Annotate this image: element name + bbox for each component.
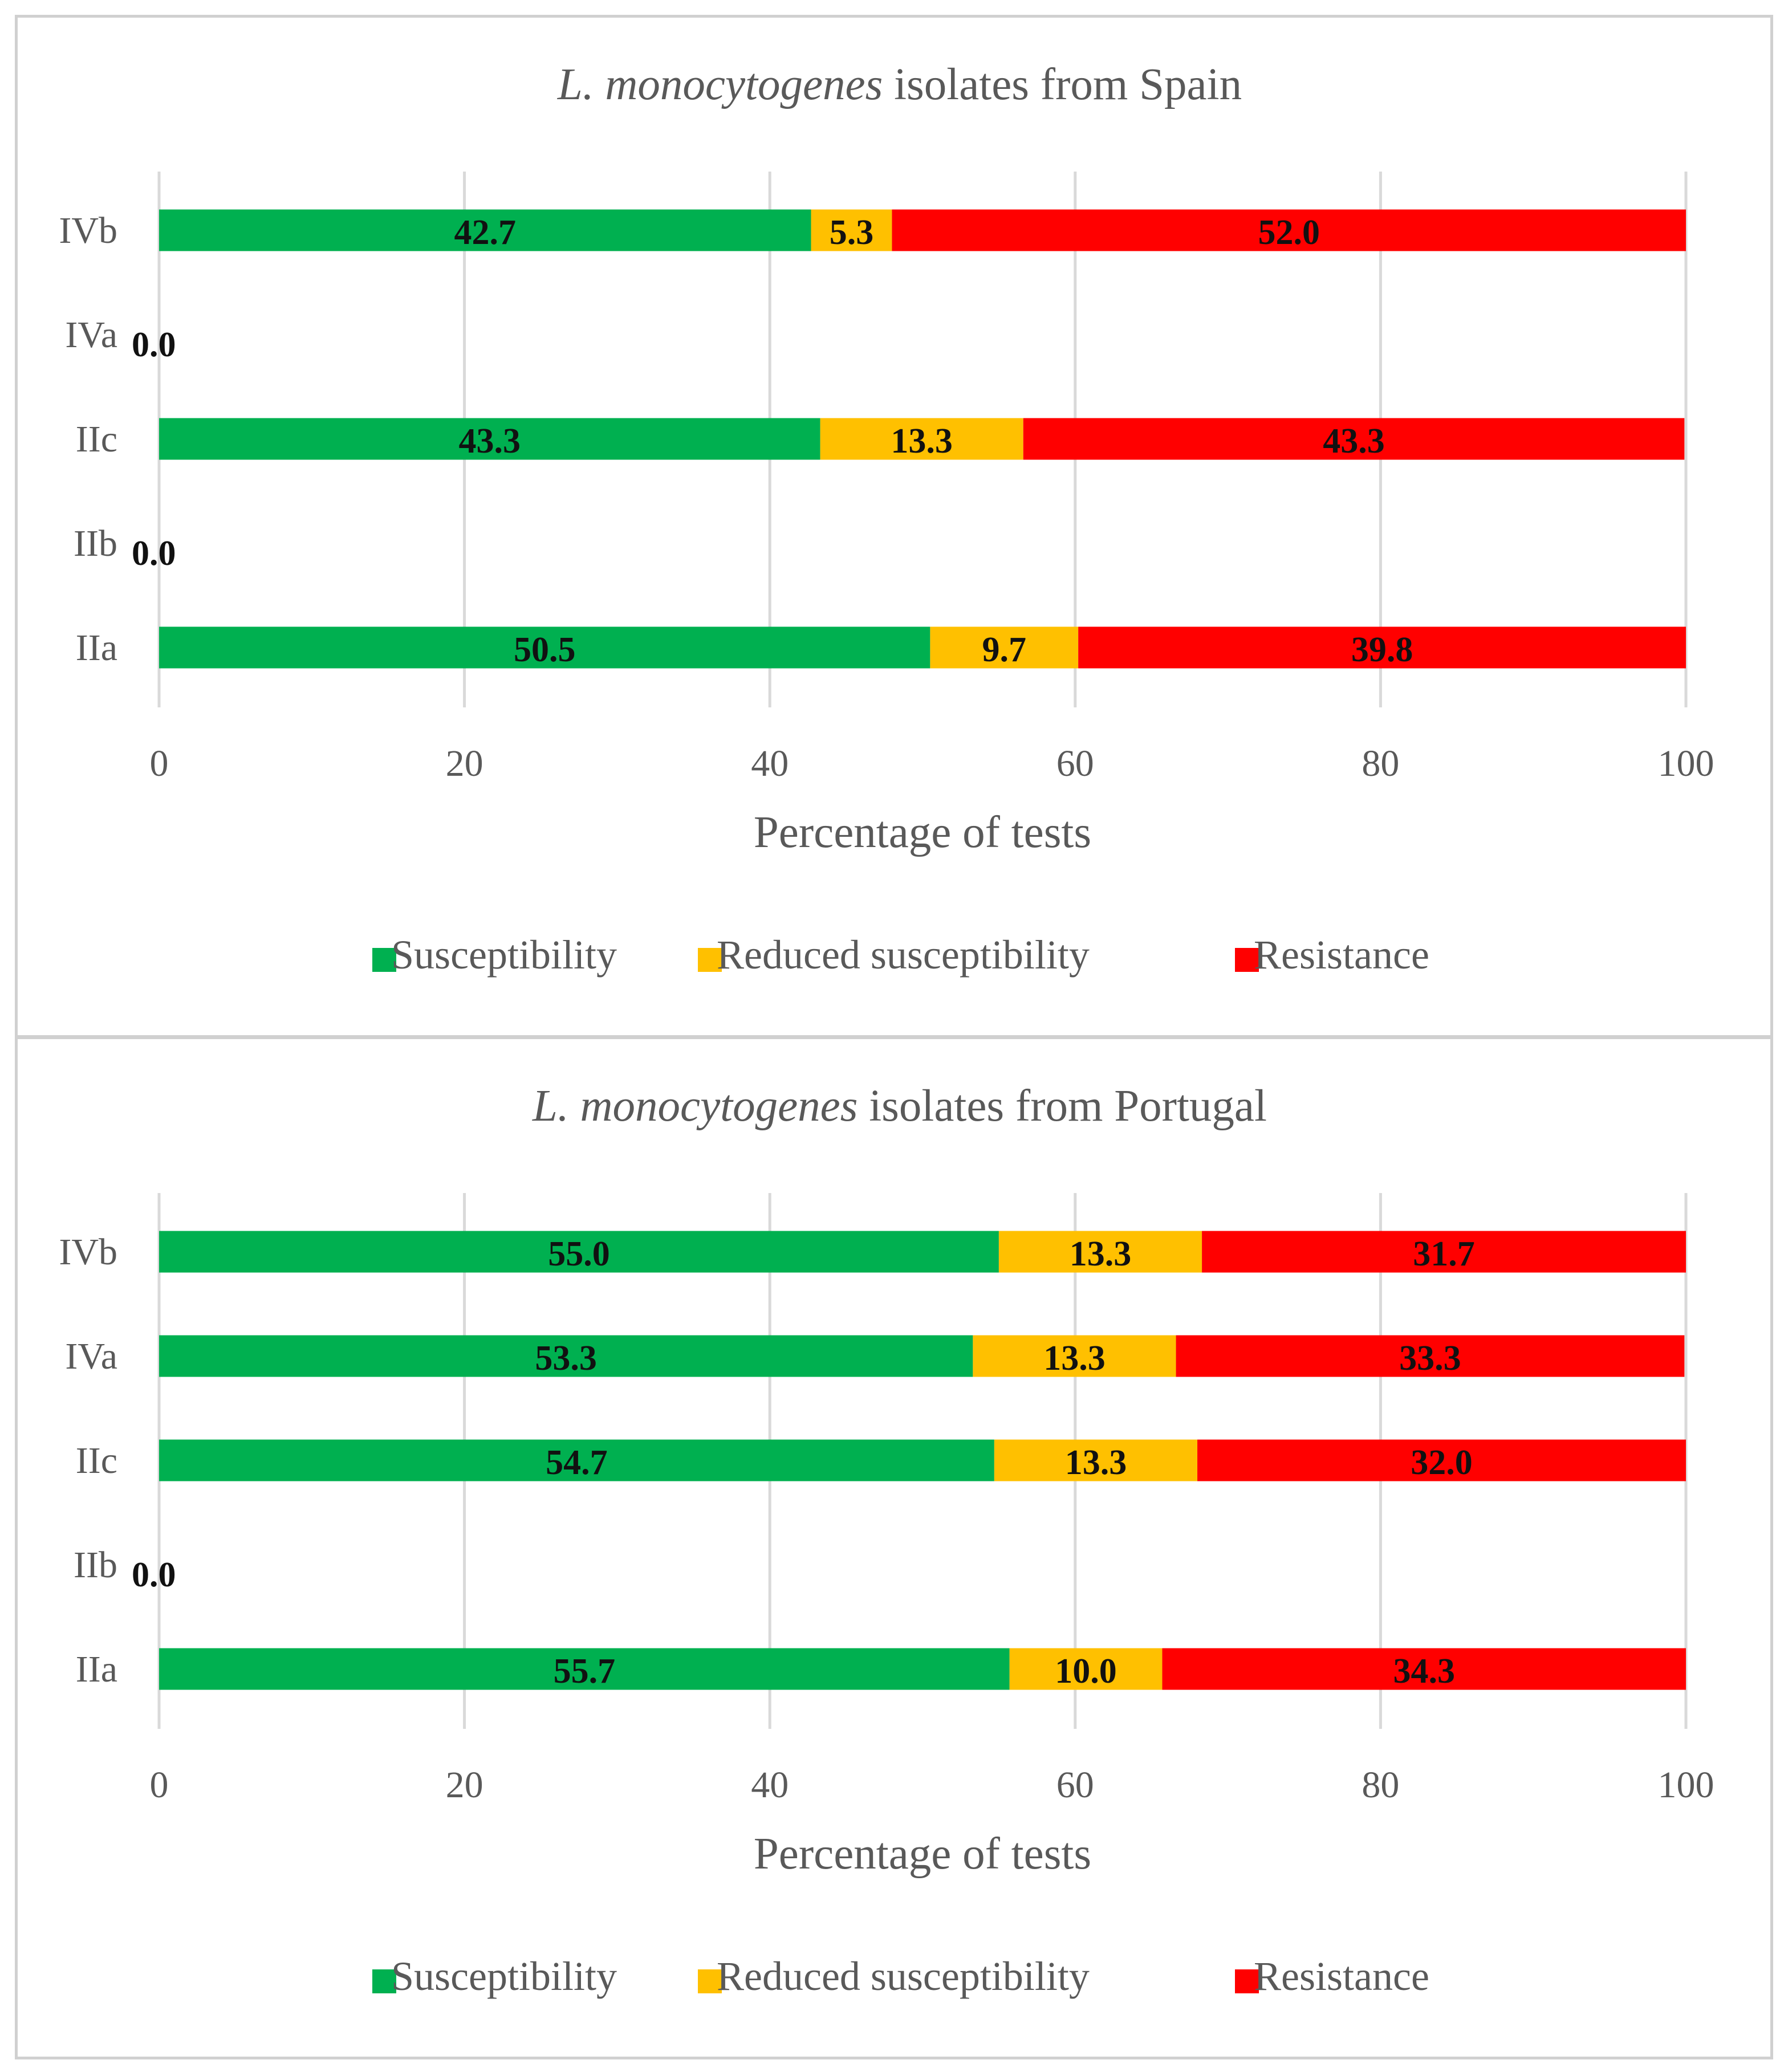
data-label-zero: 0.0 <box>132 325 176 364</box>
bar-susceptibility-ivb <box>159 209 811 251</box>
legend-swatch-resistance <box>1235 1969 1259 1993</box>
legend-swatch-resistance <box>1235 948 1259 972</box>
data-label: 55.7 <box>554 1652 616 1691</box>
y-tick-label-iib: IIb <box>74 523 117 564</box>
x-axis-label: Percentage of tests <box>754 1829 1091 1879</box>
chart-title: L. monocytogenes isolates from Spain <box>557 60 1242 109</box>
bar-resistance-iia <box>1078 626 1686 669</box>
bar-reduced-susceptibility-iic <box>820 418 1023 460</box>
x-tick-label: 20 <box>446 743 483 784</box>
chart-title-italic: L. monocytogenes <box>557 60 883 109</box>
data-label: 31.7 <box>1413 1235 1475 1273</box>
data-label: 9.7 <box>982 630 1027 669</box>
y-tick-label-iic: IIc <box>76 418 117 460</box>
x-tick-label: 60 <box>1056 743 1094 784</box>
bar-susceptibility-iic <box>159 418 820 460</box>
y-tick-label-iia: IIa <box>76 1648 117 1690</box>
x-axis-label: Percentage of tests <box>754 808 1091 857</box>
data-label: 52.0 <box>1258 213 1320 252</box>
x-tick-label: 100 <box>1658 743 1714 784</box>
bar-reduced-susceptibility-iic <box>994 1439 1198 1481</box>
bar-resistance-ivb <box>892 209 1686 251</box>
bar-reduced-susceptibility-iva <box>973 1335 1176 1377</box>
bar-susceptibility-ivb <box>159 1231 999 1273</box>
data-label: 13.3 <box>891 422 953 461</box>
y-tick-label-iva: IVa <box>65 314 117 356</box>
x-tick-label: 0 <box>150 743 169 784</box>
chart-panel-spain: L. monocytogenes isolates from Spain IVb 4… <box>15 15 1773 1038</box>
data-label: 5.3 <box>830 213 874 252</box>
legend-swatch-reduced-susceptibility <box>698 948 722 972</box>
data-label: 43.3 <box>459 422 521 461</box>
bar-resistance-iic <box>1197 1439 1686 1481</box>
chart-spain: L. monocytogenes isolates from Spain IVb 4… <box>59 60 1714 978</box>
legend-label-susceptibility: Susceptibility <box>391 1953 617 1999</box>
y-tick-label-iic: IIc <box>76 1440 117 1481</box>
x-tick-label: 20 <box>446 1764 483 1806</box>
bar-susceptibility-iia <box>159 626 930 669</box>
data-label: 13.3 <box>1065 1443 1127 1482</box>
x-tick-label: 40 <box>751 1764 789 1806</box>
data-label: 10.0 <box>1055 1652 1117 1691</box>
data-label: 33.3 <box>1399 1339 1461 1378</box>
data-label: 13.3 <box>1070 1235 1132 1273</box>
chart-title: L. monocytogenes isolates from Portugal <box>532 1081 1267 1131</box>
bar-reduced-susceptibility-ivb <box>998 1231 1202 1273</box>
y-tick-label-iib: IIb <box>74 1544 117 1586</box>
chart-panel-portugal: L. monocytogenes isolates from Portugal I… <box>15 1036 1773 2059</box>
data-label: 43.3 <box>1323 422 1385 461</box>
x-tick-label: 60 <box>1056 1764 1094 1806</box>
legend-swatch-reduced-susceptibility <box>698 1969 722 1993</box>
data-label: 39.8 <box>1351 630 1413 669</box>
x-tick-label: 40 <box>751 743 789 784</box>
y-tick-label-ivb: IVb <box>59 1231 117 1273</box>
chart-title-rest: isolates from Portugal <box>858 1081 1266 1131</box>
data-label: 32.0 <box>1411 1443 1473 1482</box>
bar-susceptibility-iic <box>159 1439 994 1481</box>
data-label: 54.7 <box>546 1443 608 1482</box>
legend-label-resistance: Resistance <box>1254 1953 1429 1999</box>
chart-portugal: L. monocytogenes isolates from Portugal I… <box>59 1081 1714 1999</box>
data-label: 42.7 <box>454 213 517 252</box>
bar-resistance-iic <box>1023 418 1685 460</box>
x-tick-label: 80 <box>1362 743 1399 784</box>
legend: Susceptibility Reduced susceptibility Resi… <box>372 1953 1429 1999</box>
data-label-zero: 0.0 <box>132 1556 176 1594</box>
x-tick-label: 100 <box>1658 1764 1714 1806</box>
bar-reduced-susceptibility-iia <box>930 626 1079 669</box>
legend-label-susceptibility: Susceptibility <box>391 932 617 978</box>
chart-title-italic: L. monocytogenes <box>532 1081 858 1131</box>
legend-label-reduced-susceptibility: Reduced susceptibility <box>717 932 1090 978</box>
data-label-zero: 0.0 <box>132 534 176 573</box>
legend-swatch-susceptibility <box>372 948 396 972</box>
data-label: 53.3 <box>535 1339 597 1378</box>
bar-resistance-iva <box>1176 1335 1685 1377</box>
bar-reduced-susceptibility-ivb <box>811 209 892 251</box>
legend-label-reduced-susceptibility: Reduced susceptibility <box>717 1953 1090 1999</box>
y-tick-label-iia: IIa <box>76 627 117 669</box>
legend: Susceptibility Reduced susceptibility Resi… <box>372 932 1429 978</box>
y-tick-label-ivb: IVb <box>59 210 117 251</box>
x-tick-label: 0 <box>150 1764 169 1806</box>
chart-title-rest: isolates from Spain <box>883 60 1242 109</box>
data-label: 13.3 <box>1043 1339 1106 1378</box>
y-tick-label-iva: IVa <box>65 1336 117 1377</box>
x-tick-label: 80 <box>1362 1764 1399 1806</box>
bar-susceptibility-iia <box>159 1648 1010 1690</box>
bar-resistance-ivb <box>1202 1231 1686 1273</box>
data-label: 34.3 <box>1393 1652 1455 1691</box>
bar-susceptibility-iva <box>159 1335 973 1377</box>
bar-resistance-iia <box>1162 1648 1686 1690</box>
data-label: 50.5 <box>514 630 576 669</box>
bar-reduced-susceptibility-iia <box>1009 1648 1163 1690</box>
legend-swatch-susceptibility <box>372 1969 396 1993</box>
legend-label-resistance: Resistance <box>1254 932 1429 978</box>
data-label: 55.0 <box>548 1235 610 1273</box>
